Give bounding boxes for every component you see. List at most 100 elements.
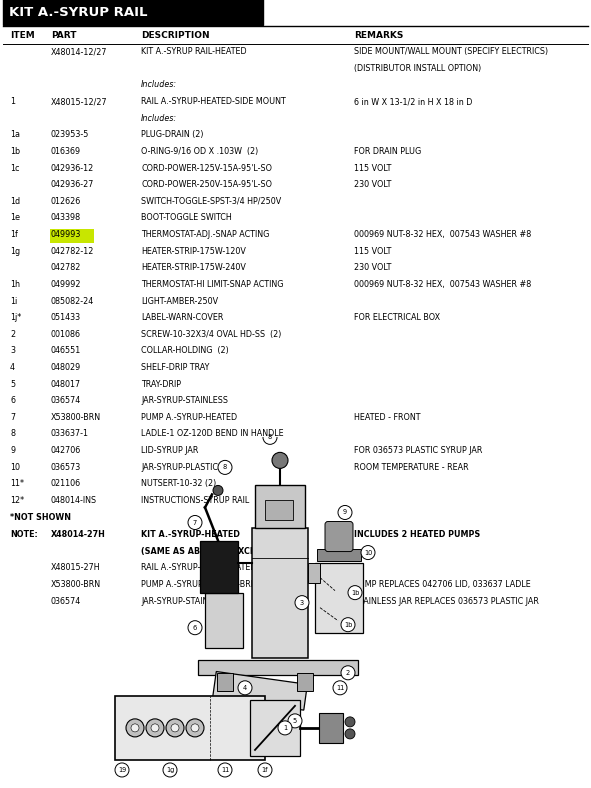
Text: THERMOSTAT-HI LIMIT-SNAP ACTING: THERMOSTAT-HI LIMIT-SNAP ACTING: [141, 280, 284, 289]
Text: STAINLESS JAR REPLACES 036573 PLASTIC JAR: STAINLESS JAR REPLACES 036573 PLASTIC JA…: [354, 597, 539, 605]
FancyBboxPatch shape: [319, 713, 343, 743]
Circle shape: [263, 430, 277, 444]
FancyBboxPatch shape: [205, 593, 243, 648]
Text: 8: 8: [268, 434, 272, 440]
Circle shape: [345, 729, 355, 739]
Text: 1c: 1c: [10, 164, 20, 173]
Text: CORD-POWER-125V-15A-95'L-SO: CORD-POWER-125V-15A-95'L-SO: [141, 164, 272, 173]
Text: X48014-12/27: X48014-12/27: [51, 47, 108, 56]
Text: 042936-27: 042936-27: [51, 180, 94, 189]
Text: 042782: 042782: [51, 263, 81, 273]
Text: 9: 9: [10, 446, 15, 455]
Text: 11: 11: [336, 685, 344, 691]
Text: HEATER-STRIP-175W-240V: HEATER-STRIP-175W-240V: [141, 263, 246, 273]
Text: 042706: 042706: [51, 446, 81, 455]
Text: X53800-BRN: X53800-BRN: [51, 413, 101, 422]
Text: (DISTRIBUTOR INSTALL OPTION): (DISTRIBUTOR INSTALL OPTION): [354, 64, 481, 72]
Text: 1a: 1a: [10, 130, 20, 139]
Circle shape: [146, 719, 164, 737]
Text: 11: 11: [221, 767, 229, 773]
Circle shape: [348, 585, 362, 600]
Text: 051433: 051433: [51, 313, 81, 322]
Text: 036574: 036574: [51, 597, 81, 605]
FancyBboxPatch shape: [250, 700, 300, 756]
Text: 1d: 1d: [10, 197, 20, 206]
Text: FOR 036573 PLASTIC SYRUP JAR: FOR 036573 PLASTIC SYRUP JAR: [354, 446, 482, 455]
Circle shape: [213, 485, 223, 496]
Text: 1: 1: [10, 97, 15, 106]
Text: THERMOSTAT-ADJ.-SNAP ACTING: THERMOSTAT-ADJ.-SNAP ACTING: [141, 230, 269, 239]
Text: O-RING-9/16 OD X .103W  (2): O-RING-9/16 OD X .103W (2): [141, 147, 258, 156]
Circle shape: [188, 621, 202, 634]
Text: 1j*: 1j*: [10, 313, 21, 322]
Text: HEATED - FRONT: HEATED - FRONT: [354, 413, 421, 422]
Text: 8: 8: [223, 464, 227, 470]
Circle shape: [171, 724, 179, 732]
Text: 1f: 1f: [262, 767, 268, 773]
Text: 230 VOLT: 230 VOLT: [354, 263, 391, 273]
Text: 6 in W X 13-1/2 in H X 18 in D: 6 in W X 13-1/2 in H X 18 in D: [354, 97, 472, 106]
Text: 048014-INS: 048014-INS: [51, 496, 97, 505]
FancyBboxPatch shape: [315, 563, 363, 633]
FancyBboxPatch shape: [308, 563, 320, 582]
Text: 1i: 1i: [10, 296, 17, 306]
Text: Includes:: Includes:: [141, 80, 177, 90]
Text: 5: 5: [10, 380, 15, 388]
Text: LID-SYRUP JAR: LID-SYRUP JAR: [141, 446, 199, 455]
Text: ITEM: ITEM: [10, 32, 35, 40]
Circle shape: [188, 515, 202, 530]
Text: *NOT SHOWN: *NOT SHOWN: [10, 512, 71, 522]
Text: 023953-5: 023953-5: [51, 130, 89, 139]
FancyBboxPatch shape: [317, 548, 361, 560]
Text: 1b: 1b: [344, 622, 352, 628]
Circle shape: [333, 681, 347, 695]
Circle shape: [278, 721, 292, 735]
Text: 036573: 036573: [51, 463, 81, 472]
Text: 7: 7: [193, 519, 197, 526]
Text: DESCRIPTION: DESCRIPTION: [141, 32, 210, 40]
Text: LABEL-WARN-COVER: LABEL-WARN-COVER: [141, 313, 223, 322]
Text: PLUG-DRAIN (2): PLUG-DRAIN (2): [141, 130, 204, 139]
Text: 085082-24: 085082-24: [51, 296, 94, 306]
Circle shape: [115, 763, 129, 777]
Text: X48015-12/27: X48015-12/27: [51, 97, 108, 106]
Circle shape: [341, 618, 355, 632]
Text: RAIL A.-SYRUP-HEATED-SIDE MOUNT: RAIL A.-SYRUP-HEATED-SIDE MOUNT: [141, 97, 286, 106]
Text: 049992: 049992: [51, 280, 82, 289]
Text: PUMP A.-SYRUP-HEATED: PUMP A.-SYRUP-HEATED: [141, 413, 238, 422]
Circle shape: [295, 596, 309, 610]
Text: X48015-27H: X48015-27H: [51, 563, 100, 572]
FancyBboxPatch shape: [213, 671, 307, 710]
Circle shape: [288, 714, 302, 728]
Text: 10: 10: [10, 463, 20, 472]
Text: SHELF-DRIP TRAY: SHELF-DRIP TRAY: [141, 363, 210, 372]
Text: 000969 NUT-8-32 HEX,  007543 WASHER #8: 000969 NUT-8-32 HEX, 007543 WASHER #8: [354, 280, 531, 289]
Circle shape: [151, 724, 159, 732]
Text: SCREW-10-32X3/4 OVAL HD-SS  (2): SCREW-10-32X3/4 OVAL HD-SS (2): [141, 329, 282, 339]
Text: CORD-POWER-250V-15A-95'L-SO: CORD-POWER-250V-15A-95'L-SO: [141, 180, 272, 189]
Circle shape: [163, 763, 177, 777]
Text: (SAME AS ABOVE W/EXCEPTIONS): (SAME AS ABOVE W/EXCEPTIONS): [141, 547, 293, 556]
Text: 6: 6: [10, 396, 15, 405]
Text: JAR-SYRUP-STAINLESS: JAR-SYRUP-STAINLESS: [141, 396, 228, 405]
Circle shape: [361, 545, 375, 559]
Text: 11*: 11*: [10, 479, 24, 489]
Text: X48014-27H: X48014-27H: [51, 530, 106, 539]
Text: RAIL A.-SYRUP-DUAL HEATED: RAIL A.-SYRUP-DUAL HEATED: [141, 563, 256, 572]
Text: KIT A.-SYRUP RAIL-HEATED: KIT A.-SYRUP RAIL-HEATED: [141, 47, 247, 56]
Text: X53800-BRN: X53800-BRN: [51, 580, 101, 589]
Text: 5: 5: [293, 718, 297, 724]
Text: 046551: 046551: [51, 347, 81, 355]
Text: 016369: 016369: [51, 147, 81, 156]
Text: 049993: 049993: [51, 230, 81, 239]
Circle shape: [191, 724, 199, 732]
Text: COLLAR-HOLDING  (2): COLLAR-HOLDING (2): [141, 347, 229, 355]
Text: 8: 8: [10, 429, 15, 438]
Text: 115 VOLT: 115 VOLT: [354, 164, 391, 173]
Text: PUMP A.-SYRUP-HEATED-BRN (2): PUMP A.-SYRUP-HEATED-BRN (2): [141, 580, 271, 589]
FancyBboxPatch shape: [198, 660, 358, 675]
Text: ROOM TEMPERATURE - REAR: ROOM TEMPERATURE - REAR: [354, 463, 469, 472]
Text: 1f: 1f: [10, 230, 18, 239]
Circle shape: [218, 763, 232, 777]
Text: SIDE MOUNT/WALL MOUNT (SPECIFY ELECTRICS): SIDE MOUNT/WALL MOUNT (SPECIFY ELECTRICS…: [354, 47, 548, 56]
